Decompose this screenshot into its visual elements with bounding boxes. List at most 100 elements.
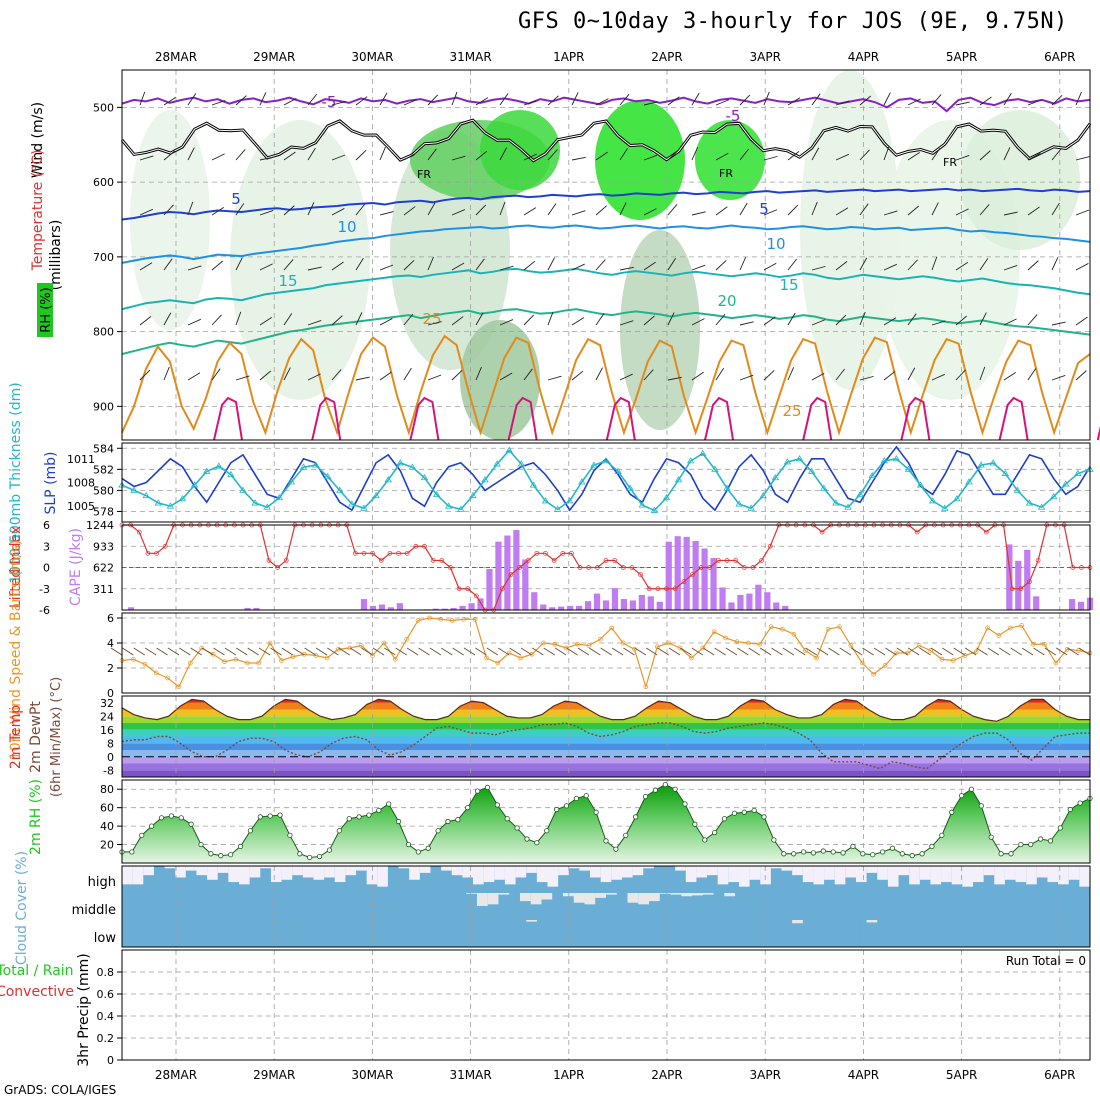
wind-barb: [451, 209, 466, 216]
rh-point: [198, 841, 204, 848]
wind-barb: [763, 209, 778, 216]
thickness-point: [130, 486, 138, 493]
wind-barb: [235, 311, 242, 326]
cape-bar: [504, 535, 511, 610]
temp-label: 2m Temp: [8, 705, 24, 769]
date-label-top: 4APR: [848, 50, 879, 64]
rh-point: [484, 784, 491, 790]
cloud-gap: [377, 866, 388, 887]
wind-barb-10m: [338, 647, 351, 656]
wind-barb-10m: [725, 647, 738, 656]
thickness-point: [868, 471, 876, 479]
lifted-index-point: [396, 550, 401, 556]
lifted-index-point: [508, 572, 514, 577]
cloud-gap: [541, 893, 553, 900]
slp-label: SLP (mb): [43, 451, 59, 514]
date-label-bottom: 30MAR: [351, 1068, 393, 1082]
cloud-gap: [473, 866, 484, 885]
thickness-point: [336, 486, 344, 493]
wind-barb: [403, 367, 412, 381]
wind-barb: [427, 94, 439, 106]
wind-barb: [1003, 318, 1017, 326]
lifted-index-point: [690, 572, 695, 577]
cloud-gap: [994, 866, 1005, 885]
wind-barb: [955, 208, 969, 216]
precip-rain-label: Total / Rain: [0, 963, 74, 979]
cloud-gap: [313, 866, 325, 880]
cloud-gap: [1004, 866, 1016, 880]
rh-point: [178, 815, 184, 821]
wind-speed-point: [654, 644, 660, 650]
thickness-point: [384, 476, 392, 483]
wind-speed-point: [518, 655, 523, 661]
rh-ytick-label: 40: [100, 820, 114, 833]
rh-shading: [230, 120, 370, 400]
thickness-point: [662, 493, 671, 501]
wind-barb-10m: [384, 647, 396, 656]
wind-barb-10m: [1044, 647, 1057, 656]
wind-barb: [859, 311, 866, 326]
wind-speed-point: [165, 675, 170, 681]
upper-air-wind-label: Wind (m/s): [30, 102, 46, 178]
wind-barb: [667, 376, 682, 381]
cloud-gap: [409, 866, 420, 880]
cloud-gap: [1015, 866, 1027, 883]
cloud-gap: [1058, 866, 1069, 885]
wind-barb-10m: [839, 647, 852, 656]
lifted-index-point: [1018, 586, 1024, 592]
cloud-gap: [466, 893, 477, 894]
rh-point: [633, 814, 639, 820]
lifted-index-point: [439, 558, 445, 563]
rh-point: [949, 809, 955, 815]
wind-barb: [355, 376, 370, 381]
cloud-gap: [515, 866, 527, 878]
cloud-gap: [659, 893, 671, 894]
wind-barb-10m: [623, 647, 635, 656]
rh-point: [968, 786, 975, 792]
lifted-index-point: [767, 543, 773, 549]
cloud-gap: [606, 893, 617, 895]
wind-barb: [907, 313, 917, 326]
lifted-index-point: [422, 543, 427, 549]
cloud-gap: [451, 866, 463, 876]
thickness-point: [807, 467, 816, 474]
cloud-gap: [185, 866, 197, 871]
wind-barb: [763, 316, 776, 326]
temperature-contour-30: [605, 396, 636, 441]
wind-barb: [355, 257, 364, 271]
lifted-index-point: [1009, 586, 1015, 592]
cape-bar: [369, 605, 377, 610]
cape-ytick-label: 311: [93, 583, 114, 596]
cloud-gap: [462, 866, 474, 878]
rh-point: [544, 828, 550, 834]
rh-point: [129, 849, 135, 855]
wind-barb: [619, 266, 634, 271]
lifted-index-point: [1079, 565, 1084, 570]
rh-point: [1038, 836, 1044, 842]
lifted-index-point: [353, 550, 358, 556]
thickness-point: [844, 503, 852, 510]
lifted-index-point: [638, 572, 643, 577]
cape-bar: [755, 584, 762, 610]
cloud-gap: [643, 866, 654, 869]
wind-barb: [475, 366, 482, 381]
thickness-point: [348, 500, 356, 507]
lifted-index-point: [707, 565, 713, 570]
wind-barb: [643, 101, 658, 106]
wind-barb: [259, 316, 272, 326]
wind-barb: [1051, 94, 1063, 106]
cloud-gap: [519, 893, 531, 902]
wind-barb: [187, 372, 201, 381]
wind-barb: [1051, 321, 1066, 326]
temperature-contour-label: 25: [782, 402, 801, 420]
wind-barb-10m: [292, 647, 305, 656]
wind-barb: [475, 312, 484, 326]
thickness-point: [578, 478, 586, 485]
wind-speed-point: [472, 616, 478, 622]
upper-air-ytick-label: 800: [93, 326, 114, 339]
thickness-point: [771, 473, 780, 481]
cloud-gap: [724, 893, 736, 897]
li-ytick-label: 3: [43, 540, 50, 553]
date-label-top: 29MAR: [253, 50, 295, 64]
series-line-slp: [121, 445, 1091, 512]
